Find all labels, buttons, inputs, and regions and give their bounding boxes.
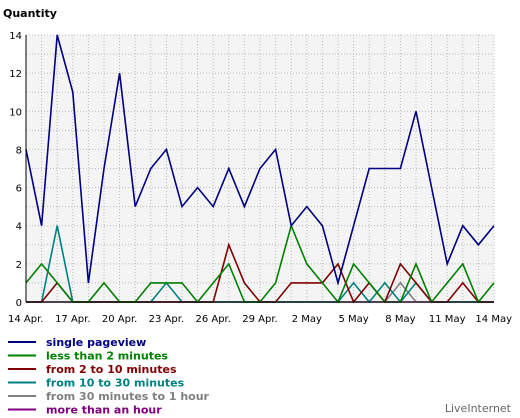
x-tick-label: 2 May — [292, 314, 322, 325]
x-tick-label: 14 May — [475, 314, 512, 325]
x-tick-label: 8 May — [385, 314, 415, 325]
legend-label: more than an hour — [46, 404, 162, 417]
x-tick-label: 5 May — [338, 314, 368, 325]
y-tick-label: 4 — [16, 222, 22, 233]
x-tick-label: 14 Apr. — [8, 314, 43, 325]
y-tick-label: 14 — [9, 31, 22, 42]
legend-label: less than 2 minutes — [46, 350, 168, 363]
legend-label: from 30 minutes to 1 hour — [46, 390, 210, 403]
y-tick-label: 0 — [16, 298, 22, 309]
y-tick-label: 8 — [16, 145, 22, 156]
x-tick-label: 29 Apr. — [242, 314, 277, 325]
y-tick-labels: 0 2 4 6 8 10 12 14 — [9, 31, 22, 309]
legend-label: single pageview — [46, 336, 146, 349]
y-tick-label: 2 — [16, 260, 22, 271]
legend-label: from 10 to 30 minutes — [46, 377, 185, 390]
brand-label: LiveInternet — [445, 402, 512, 415]
x-tick-label: 26 Apr. — [195, 314, 230, 325]
x-tick-label: 17 Apr. — [55, 314, 90, 325]
y-axis-title: Quantity — [3, 7, 57, 20]
y-tick-label: 12 — [9, 69, 22, 80]
x-tick-label: 11 May — [429, 314, 466, 325]
legend-label: from 2 to 10 minutes — [46, 363, 177, 376]
x-tick-label: 23 Apr. — [149, 314, 184, 325]
x-tick-labels: 14 Apr. 17 Apr. 20 Apr. 23 Apr. 26 Apr. 29 Ap… — [8, 314, 512, 325]
y-tick-label: 10 — [9, 107, 22, 118]
series-line — [25, 34, 495, 286]
x-tick-label: 20 Apr. — [102, 314, 137, 325]
y-tick-label: 6 — [16, 184, 22, 195]
grid-lines — [26, 34, 495, 302]
